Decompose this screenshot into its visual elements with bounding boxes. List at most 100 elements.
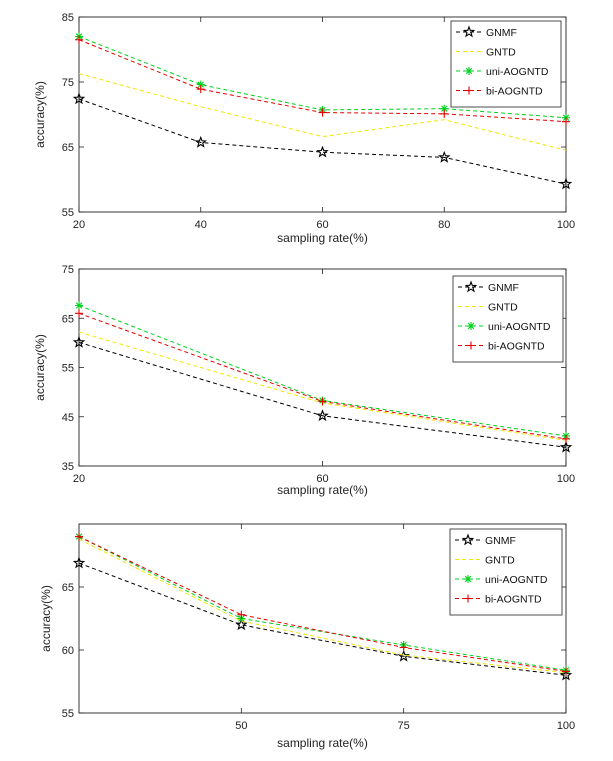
x-tick-label: 100 xyxy=(557,473,575,485)
legend: GNMF GNTD uni-AOGNTD bi-AOGNTD xyxy=(450,20,562,108)
x-tick-label: 20 xyxy=(73,219,85,231)
legend-item-uni-aogntd: uni-AOGNTD xyxy=(455,574,548,586)
y-tick-label: 45 xyxy=(62,412,74,424)
data-point-bi-aogntd xyxy=(318,397,327,406)
series-gnmf xyxy=(72,556,573,681)
series-bi-aogntd xyxy=(75,309,570,443)
series-line-gnmf xyxy=(78,562,567,676)
x-tick-label: 100 xyxy=(557,720,575,732)
series-line-gntd xyxy=(78,73,567,151)
legend-item-gntd: GNTD xyxy=(456,47,516,59)
legend-item-uni-aogntd: uni-AOGNTD xyxy=(456,66,549,78)
legend-marker xyxy=(464,280,478,293)
x-tick-label: 50 xyxy=(235,720,247,732)
data-point-bi-aogntd xyxy=(399,643,408,652)
legend-label: uni-AOGNTD xyxy=(488,321,551,333)
data-point-bi-aogntd xyxy=(562,434,570,443)
legend: GNMF GNTD uni-AOGNTD bi-AOGNTD xyxy=(449,528,563,616)
legend-label: GNTD xyxy=(486,47,516,59)
legend-item-bi-aogntd: bi-AOGNTD xyxy=(455,594,542,606)
legend-marker xyxy=(465,86,473,95)
legend-label: GNMF xyxy=(486,27,517,39)
series-line-bi-aogntd xyxy=(78,312,567,440)
data-point-gnmf xyxy=(559,668,573,681)
data-point-gnmf xyxy=(316,409,329,422)
legend-label: GNTD xyxy=(488,302,518,314)
data-point-bi-aogntd xyxy=(562,117,570,126)
series-line-gnmf xyxy=(78,98,567,185)
series-gntd xyxy=(78,73,567,151)
legend-item-bi-aogntd: bi-AOGNTD xyxy=(458,341,545,353)
x-axis-label: sampling rate(%) xyxy=(277,483,368,497)
series-line-bi-aogntd xyxy=(78,536,567,672)
series-bi-aogntd xyxy=(75,532,570,676)
series-gnmf xyxy=(72,335,573,453)
y-tick-label: 55 xyxy=(62,207,74,219)
data-point-bi-aogntd xyxy=(318,108,327,117)
data-point-gnmf xyxy=(559,440,573,453)
y-tick-label: 85 xyxy=(62,12,74,24)
legend-label: GNMF xyxy=(485,535,516,547)
legend-marker xyxy=(461,533,475,546)
legend-box xyxy=(449,528,563,616)
y-axis-label: accuracy(%) xyxy=(39,585,53,652)
legend-item-gnmf: GNMF xyxy=(456,25,517,39)
y-tick-label: 35 xyxy=(62,461,74,473)
legend-label: uni-AOGNTD xyxy=(486,66,549,78)
legend-item-gntd: GNTD xyxy=(455,555,515,567)
x-tick-label: 100 xyxy=(557,219,575,231)
y-axis-label: accuracy(%) xyxy=(33,81,47,148)
x-axis-label: sampling rate(%) xyxy=(277,736,368,750)
x-tick-label: 60 xyxy=(316,473,328,485)
legend-marker xyxy=(467,341,475,350)
x-tick-label: 20 xyxy=(73,473,85,485)
legend: GNMF GNTD uni-AOGNTD bi-AOGNTD xyxy=(452,275,564,363)
series-line-gntd xyxy=(78,538,567,674)
x-tick-label: 75 xyxy=(398,720,410,732)
data-point-uni-aogntd xyxy=(75,301,83,310)
series-gntd xyxy=(78,538,567,674)
y-tick-label: 55 xyxy=(62,708,74,720)
data-point-bi-aogntd xyxy=(237,610,246,619)
legend-label: bi-AOGNTD xyxy=(485,594,542,606)
legend-marker xyxy=(464,575,472,583)
x-tick-label: 80 xyxy=(438,219,450,231)
data-point-gnmf xyxy=(72,92,86,105)
data-point-gnmf xyxy=(316,145,329,158)
data-point-bi-aogntd xyxy=(75,532,83,541)
legend-item-gnmf: GNMF xyxy=(455,533,516,547)
chart-panel-3: 50 75 100 55 60 65 sampling rate(%) accuracy(%)… xyxy=(39,523,575,750)
x-tick-label: 40 xyxy=(195,219,207,231)
legend-marker xyxy=(467,322,475,330)
legend-marker xyxy=(465,67,473,75)
series-line-gnmf xyxy=(78,341,567,448)
legend-label: bi-AOGNTD xyxy=(488,341,545,353)
data-point-gnmf xyxy=(559,177,573,190)
y-axis-label: accuracy(%) xyxy=(33,334,47,401)
legend-marker xyxy=(464,594,472,603)
legend-item-uni-aogntd: uni-AOGNTD xyxy=(458,321,551,333)
y-tick-label: 75 xyxy=(62,77,74,89)
legend-label: GNMF xyxy=(488,282,519,294)
plot-area xyxy=(78,523,567,714)
legend-item-bi-aogntd: bi-AOGNTD xyxy=(456,86,543,98)
chart-panel-2: 20 60 100 35 45 55 65 75 sampling rate(%) accurac… xyxy=(33,264,575,497)
y-tick-label: 65 xyxy=(62,313,74,325)
legend-label: uni-AOGNTD xyxy=(485,574,548,586)
legend-item-gntd: GNTD xyxy=(458,302,518,314)
legend-label: bi-AOGNTD xyxy=(486,86,543,98)
y-tick-label: 65 xyxy=(62,582,74,594)
x-tick-label: 60 xyxy=(316,219,328,231)
legend-label: GNTD xyxy=(485,555,515,567)
data-point-gnmf xyxy=(72,556,86,569)
y-tick-label: 55 xyxy=(62,363,74,375)
y-tick-label: 60 xyxy=(62,645,74,657)
chart-panel-1: 20 40 60 80 100 55 65 75 85 sampling rate(%) accur… xyxy=(33,12,575,245)
data-point-bi-aogntd xyxy=(562,667,570,676)
data-point-bi-aogntd xyxy=(196,85,205,94)
legend-item-gnmf: GNMF xyxy=(458,280,519,294)
data-point-gnmf xyxy=(72,335,86,348)
data-point-gnmf xyxy=(194,135,208,148)
data-point-gnmf xyxy=(235,618,248,631)
